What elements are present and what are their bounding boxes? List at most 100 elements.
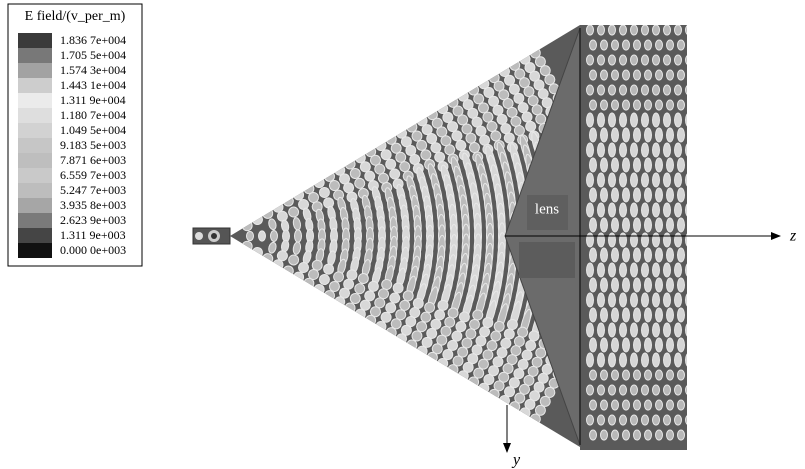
field-blob xyxy=(611,277,619,293)
field-blob xyxy=(611,99,619,111)
field-blob xyxy=(633,187,641,203)
field-blob xyxy=(597,54,605,66)
field-blob xyxy=(608,54,616,66)
field-blob xyxy=(663,54,671,66)
legend-label: 2.623 9e+003 xyxy=(60,213,126,227)
y-axis-label: y xyxy=(511,452,521,469)
field-blob xyxy=(663,384,671,396)
field-blob xyxy=(586,172,594,188)
field-blob xyxy=(622,127,630,143)
field-blob xyxy=(597,172,605,188)
field-blob xyxy=(586,384,594,396)
field-blob xyxy=(644,69,652,81)
field-blob xyxy=(689,188,696,202)
field-blob xyxy=(600,39,608,51)
field-blob xyxy=(677,217,685,233)
field-blob xyxy=(622,277,630,293)
field-blob xyxy=(685,353,687,367)
legend-swatch xyxy=(18,243,52,258)
field-blob xyxy=(619,262,627,278)
field-blob xyxy=(666,277,674,293)
field-blob xyxy=(611,187,619,203)
field-blob xyxy=(589,247,597,263)
field-blob xyxy=(597,414,605,426)
field-blob xyxy=(685,323,687,337)
field-blob xyxy=(689,370,696,380)
field-blob xyxy=(663,352,671,368)
field-blob xyxy=(294,229,302,243)
field-blob xyxy=(685,25,687,35)
field-blob xyxy=(586,322,594,338)
field-blob xyxy=(666,39,674,51)
field-blob xyxy=(622,69,630,81)
legend-swatch xyxy=(18,213,52,228)
field-blob xyxy=(655,69,663,81)
field-blob xyxy=(644,429,652,441)
field-blob xyxy=(586,292,594,308)
field-blob xyxy=(674,202,682,218)
z-axis-label: z xyxy=(789,228,797,245)
field-blob xyxy=(589,369,597,381)
field-blob xyxy=(611,127,619,143)
field-blob xyxy=(611,39,619,51)
field-blob xyxy=(611,69,619,81)
field-blob xyxy=(674,414,682,426)
field-blob xyxy=(655,399,663,411)
legend-label: 6.559 7e+003 xyxy=(60,168,126,182)
field-blob xyxy=(652,172,660,188)
field-blob xyxy=(674,25,682,36)
field-blob xyxy=(318,274,330,286)
field-blob xyxy=(608,25,616,36)
lens-label: lens xyxy=(535,201,559,217)
field-blob xyxy=(666,399,674,411)
field-blob xyxy=(644,99,652,111)
field-blob xyxy=(674,142,682,158)
field-blob xyxy=(663,142,671,158)
field-blob xyxy=(380,149,392,161)
field-blob xyxy=(685,293,687,307)
field-blob xyxy=(611,247,619,263)
field-blob xyxy=(608,172,616,188)
field-blob xyxy=(689,40,696,50)
field-blob xyxy=(622,39,630,51)
field-blob xyxy=(641,232,649,248)
field-blob xyxy=(685,143,687,157)
field-blob xyxy=(608,232,616,248)
field-blob xyxy=(674,262,682,278)
field-blob xyxy=(674,292,682,308)
field-blob xyxy=(652,322,660,338)
field-blob xyxy=(323,263,335,275)
field-blob xyxy=(298,262,310,274)
legend-swatch xyxy=(18,183,52,198)
field-blob xyxy=(674,84,682,96)
legend-label: 1.443 1e+004 xyxy=(60,78,126,92)
field-blob xyxy=(666,369,674,381)
field-blob xyxy=(677,247,685,263)
field-blob xyxy=(608,84,616,96)
field-blob xyxy=(663,262,671,278)
aperture-field xyxy=(586,25,696,441)
field-blob xyxy=(644,247,652,263)
field-blob xyxy=(689,218,696,232)
field-blob xyxy=(630,414,638,426)
field-blob xyxy=(674,232,682,248)
field-blob xyxy=(663,84,671,96)
field-blob xyxy=(630,322,638,338)
field-blob xyxy=(600,429,608,441)
field-blob xyxy=(666,337,674,353)
legend-label: 1.180 7e+004 xyxy=(60,108,126,122)
field-blob xyxy=(674,112,682,128)
field-blob xyxy=(677,399,685,411)
field-blob xyxy=(608,384,616,396)
field-blob xyxy=(633,277,641,293)
field-blob xyxy=(586,414,594,426)
field-blob xyxy=(633,247,641,263)
legend-swatch xyxy=(18,153,52,168)
field-blob xyxy=(644,39,652,51)
field-blob xyxy=(666,429,674,441)
field-blob xyxy=(600,99,608,111)
field-blob xyxy=(597,352,605,368)
field-blob xyxy=(589,307,597,323)
field-blob xyxy=(608,202,616,218)
legend-label: 0.000 0e+003 xyxy=(60,243,126,257)
